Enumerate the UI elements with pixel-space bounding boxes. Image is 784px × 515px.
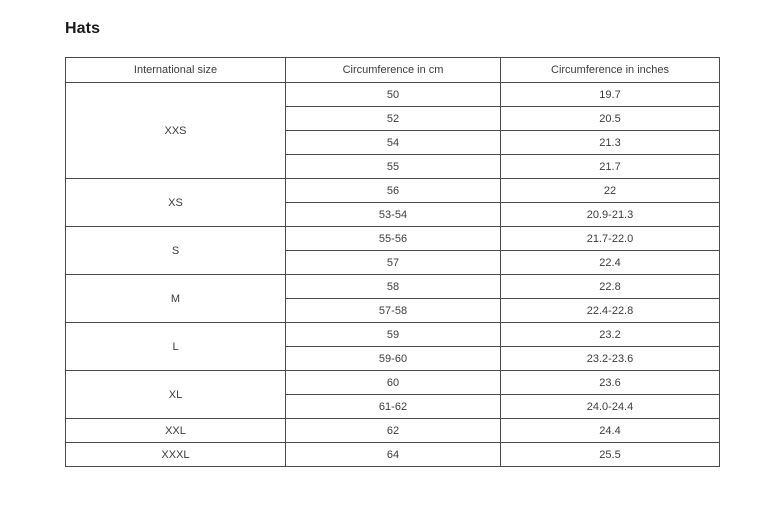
table-row: S 55-56 21.7-22.0 [65,226,720,275]
cm-cell: 59 [285,322,501,347]
inches-cell: 23.6 [500,370,720,395]
size-cell: XS [65,178,286,227]
cm-cell: 57-58 [285,298,501,323]
inches-cell: 23.2 [500,322,720,347]
cm-cell: 56 [285,178,501,203]
table-row: M 58 22.8 [65,274,720,323]
size-cell: XXS [65,82,286,179]
size-cell: XL [65,370,286,419]
cm-cell: 50 [285,82,501,107]
header-row: International size Circumference in cm C… [65,57,720,83]
cm-cell: 64 [285,442,501,467]
table-row: 57 22.4 [66,250,720,275]
cm-cell: 60 [285,370,501,395]
inches-cell: 23.2-23.6 [500,346,720,371]
cm-cell: 58 [285,274,501,299]
inches-cell: 20.5 [500,106,720,131]
inches-cell: 21.3 [500,130,720,155]
table-body: XXS 50 19.7 52 20.5 54 21.3 55 21.7 XS 56 22 53-54 20… [65,82,720,467]
table-row: XL 60 23.6 [65,370,720,419]
table-row: 53-54 20.9-21.3 [66,202,720,227]
header-circumference-cm: Circumference in cm [285,57,501,83]
inches-cell: 22.8 [500,274,720,299]
hats-size-table: International size Circumference in cm C… [65,57,720,467]
inches-cell: 21.7-22.0 [500,226,720,251]
inches-cell: 22.4-22.8 [500,298,720,323]
inches-cell: 24.0-24.4 [500,394,720,419]
inches-cell: 22.4 [500,250,720,275]
table-row: 52 20.5 [66,106,720,131]
inches-cell: 24.4 [500,418,720,443]
table-row: 59-60 23.2-23.6 [66,346,720,371]
cm-cell: 62 [285,418,501,443]
cm-cell: 61-62 [285,394,501,419]
header-circumference-inches: Circumference in inches [500,57,720,83]
table-row: XXS 50 19.7 [65,82,720,179]
table-row: 57-58 22.4-22.8 [66,298,720,323]
table-row: 61-62 24.0-24.4 [66,394,720,419]
table-row: 55 21.7 [66,154,720,179]
size-cell: XXL [65,418,286,443]
inches-cell: 19.7 [500,82,720,107]
inches-cell: 20.9-21.3 [500,202,720,227]
table-row: XXXL 64 25.5 [65,442,720,467]
page-title: Hats [65,20,101,37]
cm-cell: 52 [285,106,501,131]
cm-cell: 54 [285,130,501,155]
size-cell: L [65,322,286,371]
cm-cell: 55 [285,154,501,179]
cm-cell: 53-54 [285,202,501,227]
cm-cell: 55-56 [285,226,501,251]
table-header: International size Circumference in cm C… [65,57,720,83]
inches-cell: 22 [500,178,720,203]
table-row: XS 56 22 [65,178,720,227]
inches-cell: 25.5 [500,442,720,467]
cm-cell: 57 [285,250,501,275]
table-row: L 59 23.2 [65,322,720,371]
inches-cell: 21.7 [500,154,720,179]
size-cell: M [65,274,286,323]
size-cell: XXXL [65,442,286,467]
header-international-size: International size [65,57,286,83]
table-row: XXL 62 24.4 [65,418,720,443]
size-cell: S [65,226,286,275]
cm-cell: 59-60 [285,346,501,371]
